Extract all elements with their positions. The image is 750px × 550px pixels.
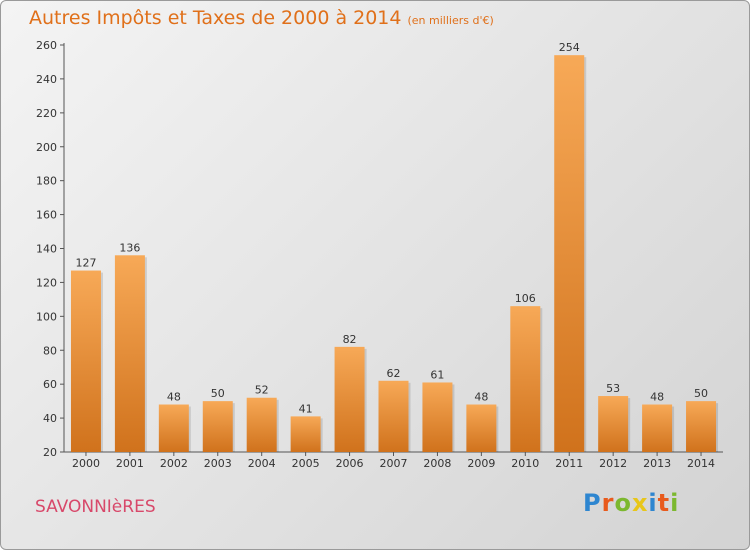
logo-letter: i — [648, 489, 658, 517]
data-label: 48 — [474, 391, 488, 404]
logo-letter: P — [583, 489, 602, 517]
bar — [290, 416, 321, 452]
y-tick-label: 220 — [36, 107, 57, 120]
x-tick-label: 2006 — [336, 457, 364, 470]
x-tick-label: 2003 — [204, 457, 232, 470]
data-label: 106 — [515, 292, 536, 305]
bar — [466, 404, 497, 452]
y-tick-label: 160 — [36, 209, 57, 222]
data-label: 136 — [119, 241, 140, 254]
chart-subtitle: (en milliers d'€) — [407, 14, 494, 27]
data-label: 52 — [255, 384, 269, 397]
bar — [598, 396, 629, 452]
logo-letter: r — [601, 489, 615, 517]
x-tick-label: 2013 — [643, 457, 671, 470]
y-tick-label: 140 — [36, 243, 57, 256]
bar — [202, 401, 233, 452]
bar — [510, 306, 541, 452]
x-tick-label: 2009 — [467, 457, 495, 470]
data-label: 82 — [343, 333, 357, 346]
data-label: 254 — [559, 41, 580, 54]
data-label: 62 — [387, 367, 401, 380]
bar — [114, 255, 145, 452]
bar — [158, 404, 189, 452]
bar — [334, 346, 365, 452]
y-tick-label: 80 — [43, 344, 57, 357]
bar — [378, 380, 409, 452]
logo-letter: i — [670, 489, 680, 517]
x-tick-label: 2001 — [116, 457, 144, 470]
y-tick-label: 100 — [36, 310, 57, 323]
data-label: 61 — [430, 368, 444, 381]
bar — [422, 382, 453, 452]
bar — [70, 270, 101, 452]
x-tick-label: 2002 — [160, 457, 188, 470]
logo-letter: t — [657, 489, 671, 517]
y-tick-label: 260 — [36, 39, 57, 52]
bar — [686, 401, 717, 452]
y-tick-label: 180 — [36, 175, 57, 188]
x-tick-label: 2007 — [380, 457, 408, 470]
y-tick-label: 40 — [43, 412, 57, 425]
data-label: 48 — [650, 391, 664, 404]
logo-letter: o — [614, 489, 632, 517]
x-tick-label: 2000 — [72, 457, 100, 470]
proxiti-logo: Proxiti — [583, 489, 679, 517]
chart-title-text: Autres Impôts et Taxes de 2000 à 2014 — [29, 7, 402, 29]
x-tick-label: 2008 — [423, 457, 451, 470]
x-tick-label: 2011 — [555, 457, 583, 470]
logo-letter: x — [631, 489, 649, 517]
y-tick-label: 60 — [43, 378, 57, 391]
data-label: 50 — [211, 387, 225, 400]
chart-title: Autres Impôts et Taxes de 2000 à 2014 (en… — [29, 7, 494, 29]
data-label: 53 — [606, 382, 620, 395]
x-tick-label: 2010 — [511, 457, 539, 470]
data-label: 48 — [167, 391, 181, 404]
bar — [246, 397, 277, 452]
y-tick-label: 200 — [36, 141, 57, 154]
town-name: SAVONNIèRES — [35, 497, 156, 517]
data-label: 127 — [75, 257, 96, 270]
x-tick-label: 2014 — [687, 457, 715, 470]
y-tick-label: 120 — [36, 276, 57, 289]
y-tick-label: 20 — [43, 446, 57, 459]
x-tick-label: 2004 — [248, 457, 276, 470]
x-tick-label: 2005 — [292, 457, 320, 470]
bar — [554, 55, 585, 453]
y-tick-label: 240 — [36, 73, 57, 86]
x-tick-label: 2012 — [599, 457, 627, 470]
data-label: 50 — [694, 387, 708, 400]
bar — [642, 404, 673, 452]
data-label: 41 — [299, 402, 313, 415]
